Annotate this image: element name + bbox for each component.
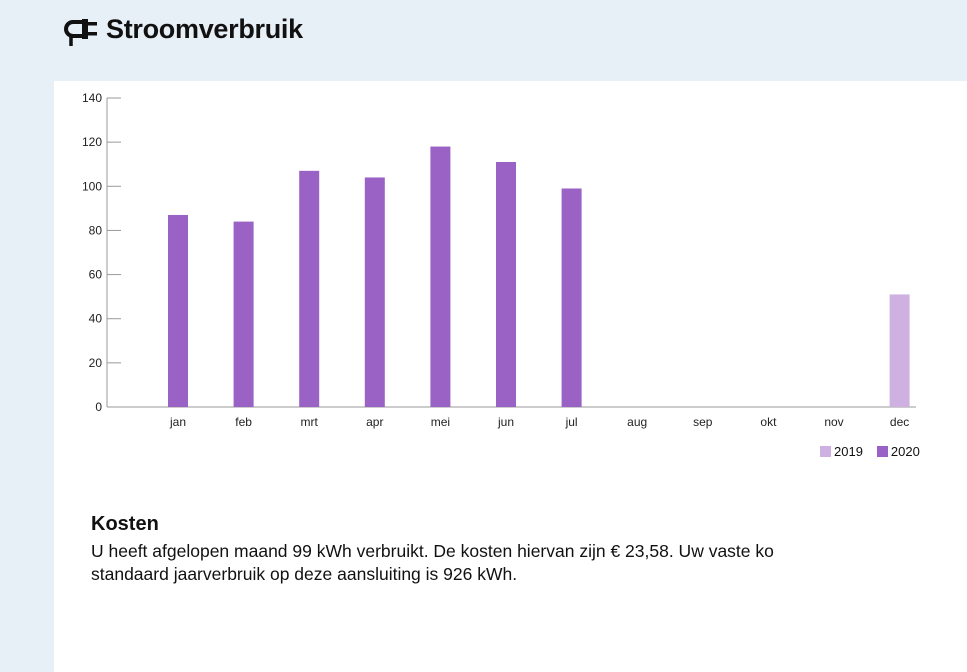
legend-label-2020: 2020 [890,444,920,459]
consumption-chart: 0 20 40 60 80 100 120 140 jan feb mrt apr mei jun jul a… [82,91,916,429]
y-tick-label: 20 [89,356,103,370]
bar-2020-jan [168,214,188,407]
bar-2020-mei [430,146,451,408]
x-tick-label: apr [366,415,383,429]
plug-icon [64,19,97,46]
legend-swatch-2019 [820,446,831,457]
x-tick-label: dec [890,415,909,429]
x-tick-label: sep [693,415,713,429]
bar-2020-mrt [299,170,320,407]
content-panel: 0 20 40 60 80 100 120 140 jan feb mrt apr mei jun jul a… [54,81,967,672]
bar-2020-jun [496,162,516,407]
y-tick-label: 120 [82,135,102,149]
y-tick-label: 100 [82,179,102,193]
page-title: Stroomverbruik [106,14,303,44]
bar-2019-dec [889,294,910,407]
x-tick-label: jul [565,415,578,429]
costs-title: Kosten [91,513,159,535]
x-tick-label: mei [431,415,450,429]
y-tick-label: 80 [89,223,103,237]
costs-text: U heeft afgelopen maand 99 kWh verbruikt… [91,541,774,584]
x-tick-label: okt [760,415,777,429]
y-tick-label: 60 [89,268,103,282]
bar-2020-jul [561,188,582,407]
y-tick-label: 40 [89,312,103,326]
bar-2020-feb [233,221,254,407]
x-tick-label: nov [824,415,843,429]
legend-label-2019: 2019 [834,444,863,459]
legend-swatch-2020 [876,446,888,457]
y-tick-label: 0 [95,400,102,414]
x-tick-label: aug [627,415,647,429]
page-header: Stroomverbruik [0,0,967,81]
chart-legend: 2019 2020 [820,444,920,459]
legend-item-2020[interactable]: 2020 [876,444,920,459]
x-tick-label: mrt [301,415,319,429]
x-tick-label: jun [497,415,514,429]
y-tick-label: 140 [82,91,102,105]
x-tick-label: jan [169,415,186,429]
x-tick-label: feb [235,415,252,429]
bar-2020-apr [364,177,385,407]
legend-item-2019[interactable]: 2019 [820,444,863,459]
